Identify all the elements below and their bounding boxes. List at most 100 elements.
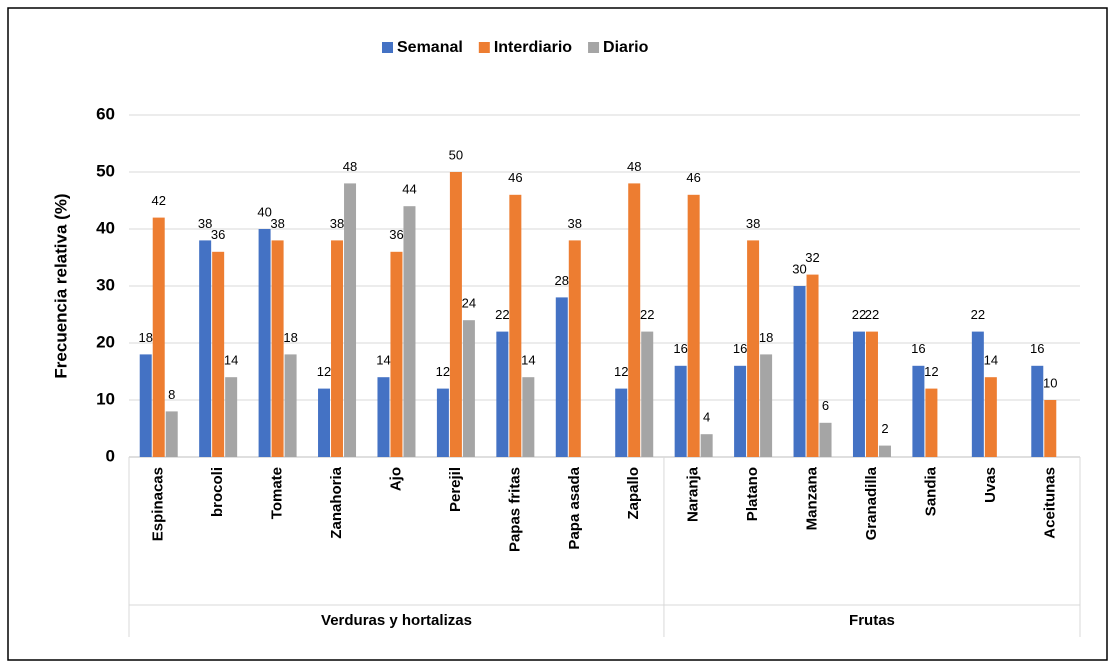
legend-label: Semanal	[397, 39, 463, 56]
x-tick-label: Tomate	[269, 467, 286, 519]
y-tick-label: 10	[96, 389, 115, 408]
x-tick-label: Granadilla	[863, 466, 880, 540]
bar	[819, 422, 832, 457]
value-label: 12	[924, 364, 938, 379]
x-tick-label: Espinacas	[150, 467, 167, 541]
value-label: 14	[521, 353, 535, 368]
bar	[522, 377, 535, 457]
value-label: 44	[402, 182, 416, 197]
value-label: 12	[436, 364, 450, 379]
legend-swatch	[588, 42, 600, 53]
value-label: 14	[224, 353, 238, 368]
bar	[331, 240, 344, 457]
x-tick-label: Papas fritas	[506, 467, 523, 552]
value-label: 22	[852, 307, 866, 322]
bar	[390, 251, 403, 457]
value-label: 4	[703, 410, 710, 425]
bar	[139, 354, 152, 457]
x-tick-label: Perejil	[447, 467, 464, 512]
bar	[912, 365, 925, 457]
bar	[734, 365, 747, 457]
bar	[1031, 365, 1044, 457]
bar	[806, 274, 819, 457]
x-tick-label: Manzana	[804, 466, 821, 530]
x-tick-label: brocoli	[209, 467, 226, 517]
bar	[852, 331, 865, 457]
bar	[318, 388, 331, 457]
bar	[971, 331, 984, 457]
value-label: 32	[805, 250, 819, 265]
bar	[225, 377, 238, 457]
bar	[449, 172, 462, 457]
value-label: 22	[640, 307, 654, 322]
value-label: 22	[495, 307, 509, 322]
bar	[165, 411, 178, 457]
bar	[984, 377, 997, 457]
value-label: 18	[759, 330, 773, 345]
bar	[199, 240, 212, 457]
value-label: 16	[673, 341, 687, 356]
value-label: 48	[343, 159, 357, 174]
value-label: 38	[568, 216, 582, 231]
y-tick-label: 0	[106, 446, 115, 465]
value-label: 46	[508, 170, 522, 185]
bar	[628, 183, 641, 457]
x-tick-label: Ajo	[387, 467, 404, 491]
value-label: 16	[1030, 341, 1044, 356]
x-tick-label: Sandia	[922, 466, 939, 516]
y-axis-title: Frecuencia relativa (%)	[51, 193, 70, 378]
value-label: 40	[257, 204, 271, 219]
bar	[212, 251, 225, 457]
y-tick-label: 40	[96, 218, 115, 237]
value-label: 22	[865, 307, 879, 322]
value-label: 6	[822, 398, 829, 413]
bar	[793, 286, 806, 457]
bar	[271, 240, 284, 457]
value-label: 14	[376, 353, 390, 368]
x-tick-label: Platano	[744, 467, 761, 521]
x-tick-label: Uvas	[982, 467, 999, 503]
value-label: 16	[733, 341, 747, 356]
x-tick-label: Papa asada	[566, 466, 583, 549]
value-label: 48	[627, 159, 641, 174]
bar	[700, 434, 713, 457]
bar	[641, 331, 654, 457]
bar	[462, 320, 475, 457]
value-label: 10	[1043, 375, 1057, 390]
bar	[555, 297, 568, 457]
value-label: 28	[555, 273, 569, 288]
bar	[377, 377, 390, 457]
value-label: 24	[462, 296, 476, 311]
x-tick-label: Zapallo	[625, 467, 642, 520]
value-label: 16	[911, 341, 925, 356]
value-label: 46	[686, 170, 700, 185]
value-label: 38	[746, 216, 760, 231]
bar	[496, 331, 509, 457]
bar	[687, 194, 700, 458]
value-label: 14	[984, 353, 998, 368]
bar	[344, 183, 357, 457]
legend-label: Diario	[603, 39, 649, 56]
value-label: 12	[317, 364, 331, 379]
value-label: 38	[330, 216, 344, 231]
value-label: 38	[198, 216, 212, 231]
bar	[925, 388, 938, 457]
y-tick-label: 30	[96, 275, 115, 294]
value-label: 22	[971, 307, 985, 322]
bar	[1044, 400, 1057, 457]
y-tick-label: 20	[96, 332, 115, 351]
bar	[152, 217, 165, 457]
bar	[747, 240, 760, 457]
value-label: 8	[168, 387, 175, 402]
y-tick-label: 60	[96, 104, 115, 123]
bar	[568, 240, 581, 457]
value-label: 18	[283, 330, 297, 345]
bar	[865, 331, 878, 457]
value-label: 2	[881, 421, 888, 436]
value-label: 30	[792, 261, 806, 276]
bar	[403, 206, 416, 457]
x-tick-label: Naranja	[685, 466, 702, 522]
bar	[878, 445, 891, 457]
legend-swatch	[478, 42, 490, 53]
